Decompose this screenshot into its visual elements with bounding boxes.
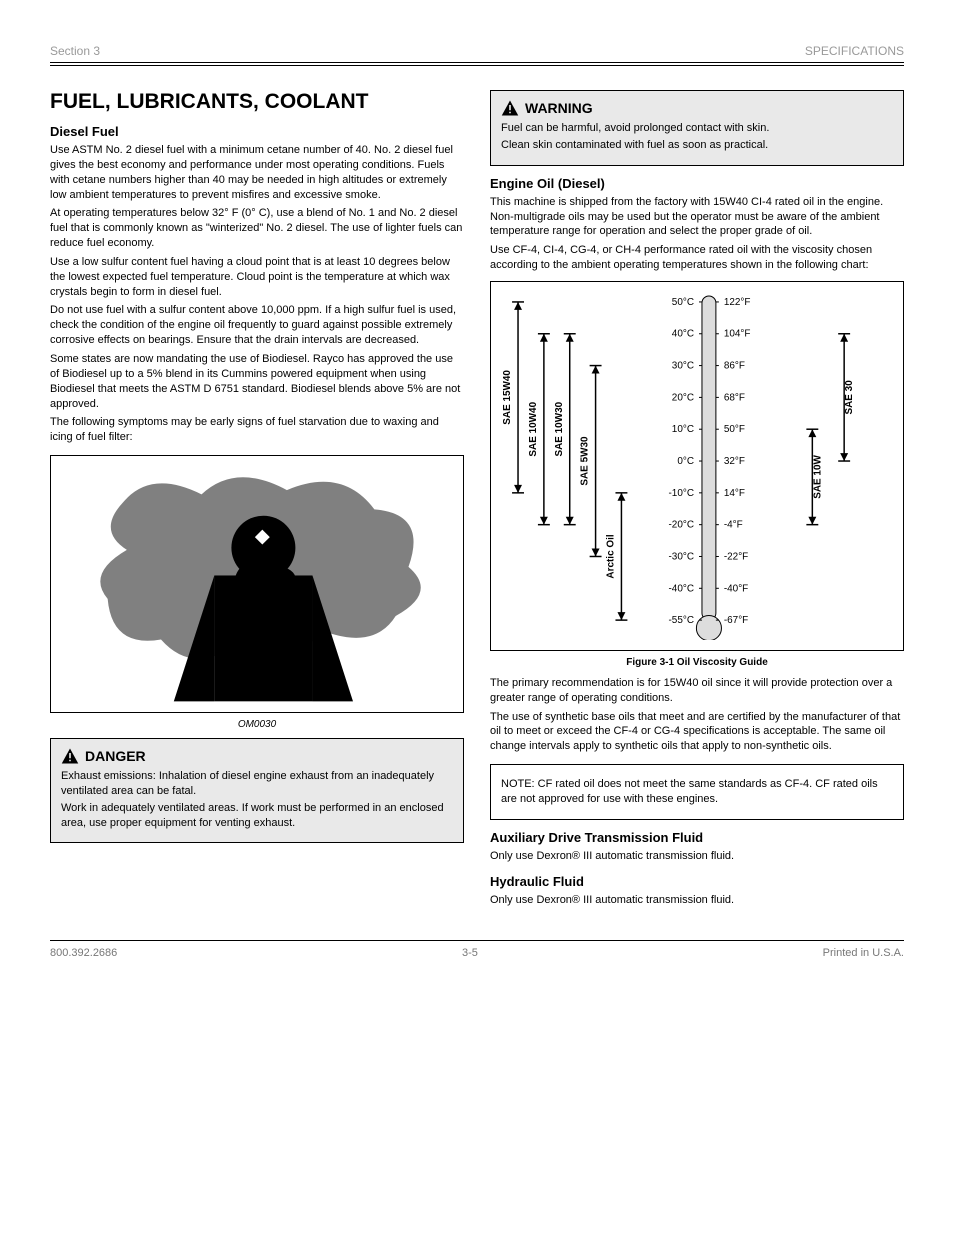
footer-left: 800.392.2686 (50, 947, 117, 959)
oil-p2: Use CF-4, CI-4, CG-4, or CH-4 performanc… (490, 243, 904, 273)
exhaust-icon (51, 456, 463, 712)
warning-line1: Fuel can be harmful, avoid prolonged con… (501, 121, 893, 136)
aux-p: Only use Dexron® III automatic transmiss… (490, 849, 904, 864)
svg-text:10°C: 10°C (672, 424, 694, 435)
note-text: NOTE: CF rated oil does not meet the sam… (501, 777, 893, 807)
danger-line2: Work in adequately ventilated areas. If … (61, 801, 453, 831)
danger-line1: Exhaust emissions: Inhalation of diesel … (61, 769, 453, 799)
svg-text:122°F: 122°F (724, 297, 751, 308)
footer-center: 3-5 (462, 947, 478, 959)
svg-text:-20°C: -20°C (669, 520, 695, 531)
diesel-p2: At operating temperatures below 32° F (0… (50, 206, 464, 251)
svg-text:50°C: 50°C (672, 297, 694, 308)
svg-text:68°F: 68°F (724, 392, 745, 403)
warning-head: WARNING (501, 99, 893, 117)
svg-text:SAE 10W: SAE 10W (812, 454, 823, 498)
header-left: Section 3 (50, 44, 100, 58)
danger-head: DANGER (61, 747, 453, 765)
header-rule (50, 62, 904, 66)
svg-text:-40°C: -40°C (669, 583, 695, 594)
page: Section 3 SPECIFICATIONS FUEL, LUBRICANT… (0, 0, 954, 989)
viscosity-chart: 50°C 40°C 30°C 20°C 10°C 0°C -10°C -20°C -30°C -4… (490, 281, 904, 651)
viscosity-svg: 50°C 40°C 30°C 20°C 10°C 0°C -10°C -20°C -30°C -4… (499, 292, 895, 640)
footer: 800.392.2686 3-5 Printed in U.S.A. (50, 940, 904, 959)
exhaust-illustration (50, 455, 464, 713)
svg-text:50°F: 50°F (724, 424, 745, 435)
svg-text:-4°F: -4°F (724, 520, 743, 531)
warning-line2: Clean skin contaminated with fuel as soo… (501, 138, 893, 153)
running-header: Section 3 SPECIFICATIONS (50, 44, 904, 58)
svg-text:104°F: 104°F (724, 329, 751, 340)
svg-text:SAE 30: SAE 30 (844, 380, 855, 415)
svg-text:Arctic Oil: Arctic Oil (605, 534, 616, 578)
chart-caption: Figure 3-1 Oil Viscosity Guide (490, 657, 904, 668)
illus-caption: OM0030 (50, 719, 464, 730)
diesel-p3: Use a low sulfur content fuel having a c… (50, 255, 464, 300)
warning-label: WARNING (525, 100, 593, 116)
after-chart-1: The primary recommendation is for 15W40 … (490, 676, 904, 706)
svg-text:40°C: 40°C (672, 329, 694, 340)
diesel-p4: Do not use fuel with a sulfur content ab… (50, 303, 464, 348)
warning-icon (61, 747, 79, 765)
svg-text:20°C: 20°C (672, 392, 694, 403)
svg-text:14°F: 14°F (724, 488, 745, 499)
svg-text:SAE 10W40: SAE 10W40 (528, 401, 539, 456)
warning-icon (501, 99, 519, 117)
danger-label: DANGER (85, 748, 146, 764)
svg-text:SAE 15W40: SAE 15W40 (502, 369, 513, 424)
oil-heading: Engine Oil (Diesel) (490, 176, 904, 191)
diesel-p1: Use ASTM No. 2 diesel fuel with a minimu… (50, 143, 464, 202)
hyd-p: Only use Dexron® III automatic transmiss… (490, 893, 904, 908)
svg-text:-22°F: -22°F (724, 551, 748, 562)
header-right: SPECIFICATIONS (805, 44, 904, 58)
svg-text:-67°F: -67°F (724, 615, 748, 626)
right-column: WARNING Fuel can be harmful, avoid prolo… (490, 84, 904, 912)
columns: FUEL, LUBRICANTS, COOLANT Diesel Fuel Us… (50, 84, 904, 912)
svg-text:SAE 10W30: SAE 10W30 (554, 401, 565, 456)
svg-text:0°C: 0°C (677, 456, 694, 467)
svg-text:32°F: 32°F (724, 456, 745, 467)
oil-p1: This machine is shipped from the factory… (490, 195, 904, 240)
svg-text:30°C: 30°C (672, 360, 694, 371)
danger-exhaust: DANGER Exhaust emissions: Inhalation of … (50, 738, 464, 843)
svg-text:-10°C: -10°C (669, 488, 695, 499)
aux-heading: Auxiliary Drive Transmission Fluid (490, 830, 904, 845)
svg-text:86°F: 86°F (724, 360, 745, 371)
section-title: FUEL, LUBRICANTS, COOLANT (50, 90, 464, 114)
svg-text:-55°C: -55°C (669, 615, 695, 626)
after-chart-2: The use of synthetic base oils that meet… (490, 710, 904, 755)
diesel-p6: The following symptoms may be early sign… (50, 415, 464, 445)
diesel-p5: Some states are now mandating the use of… (50, 352, 464, 411)
svg-text:-30°C: -30°C (669, 551, 695, 562)
warning-fuel: WARNING Fuel can be harmful, avoid prolo… (490, 90, 904, 166)
svg-text:-40°F: -40°F (724, 583, 748, 594)
left-column: FUEL, LUBRICANTS, COOLANT Diesel Fuel Us… (50, 84, 464, 912)
hyd-heading: Hydraulic Fluid (490, 874, 904, 889)
svg-text:SAE 5W30: SAE 5W30 (580, 436, 591, 486)
note-cf: NOTE: CF rated oil does not meet the sam… (490, 764, 904, 820)
diesel-heading: Diesel Fuel (50, 124, 464, 139)
footer-right: Printed in U.S.A. (823, 947, 904, 959)
